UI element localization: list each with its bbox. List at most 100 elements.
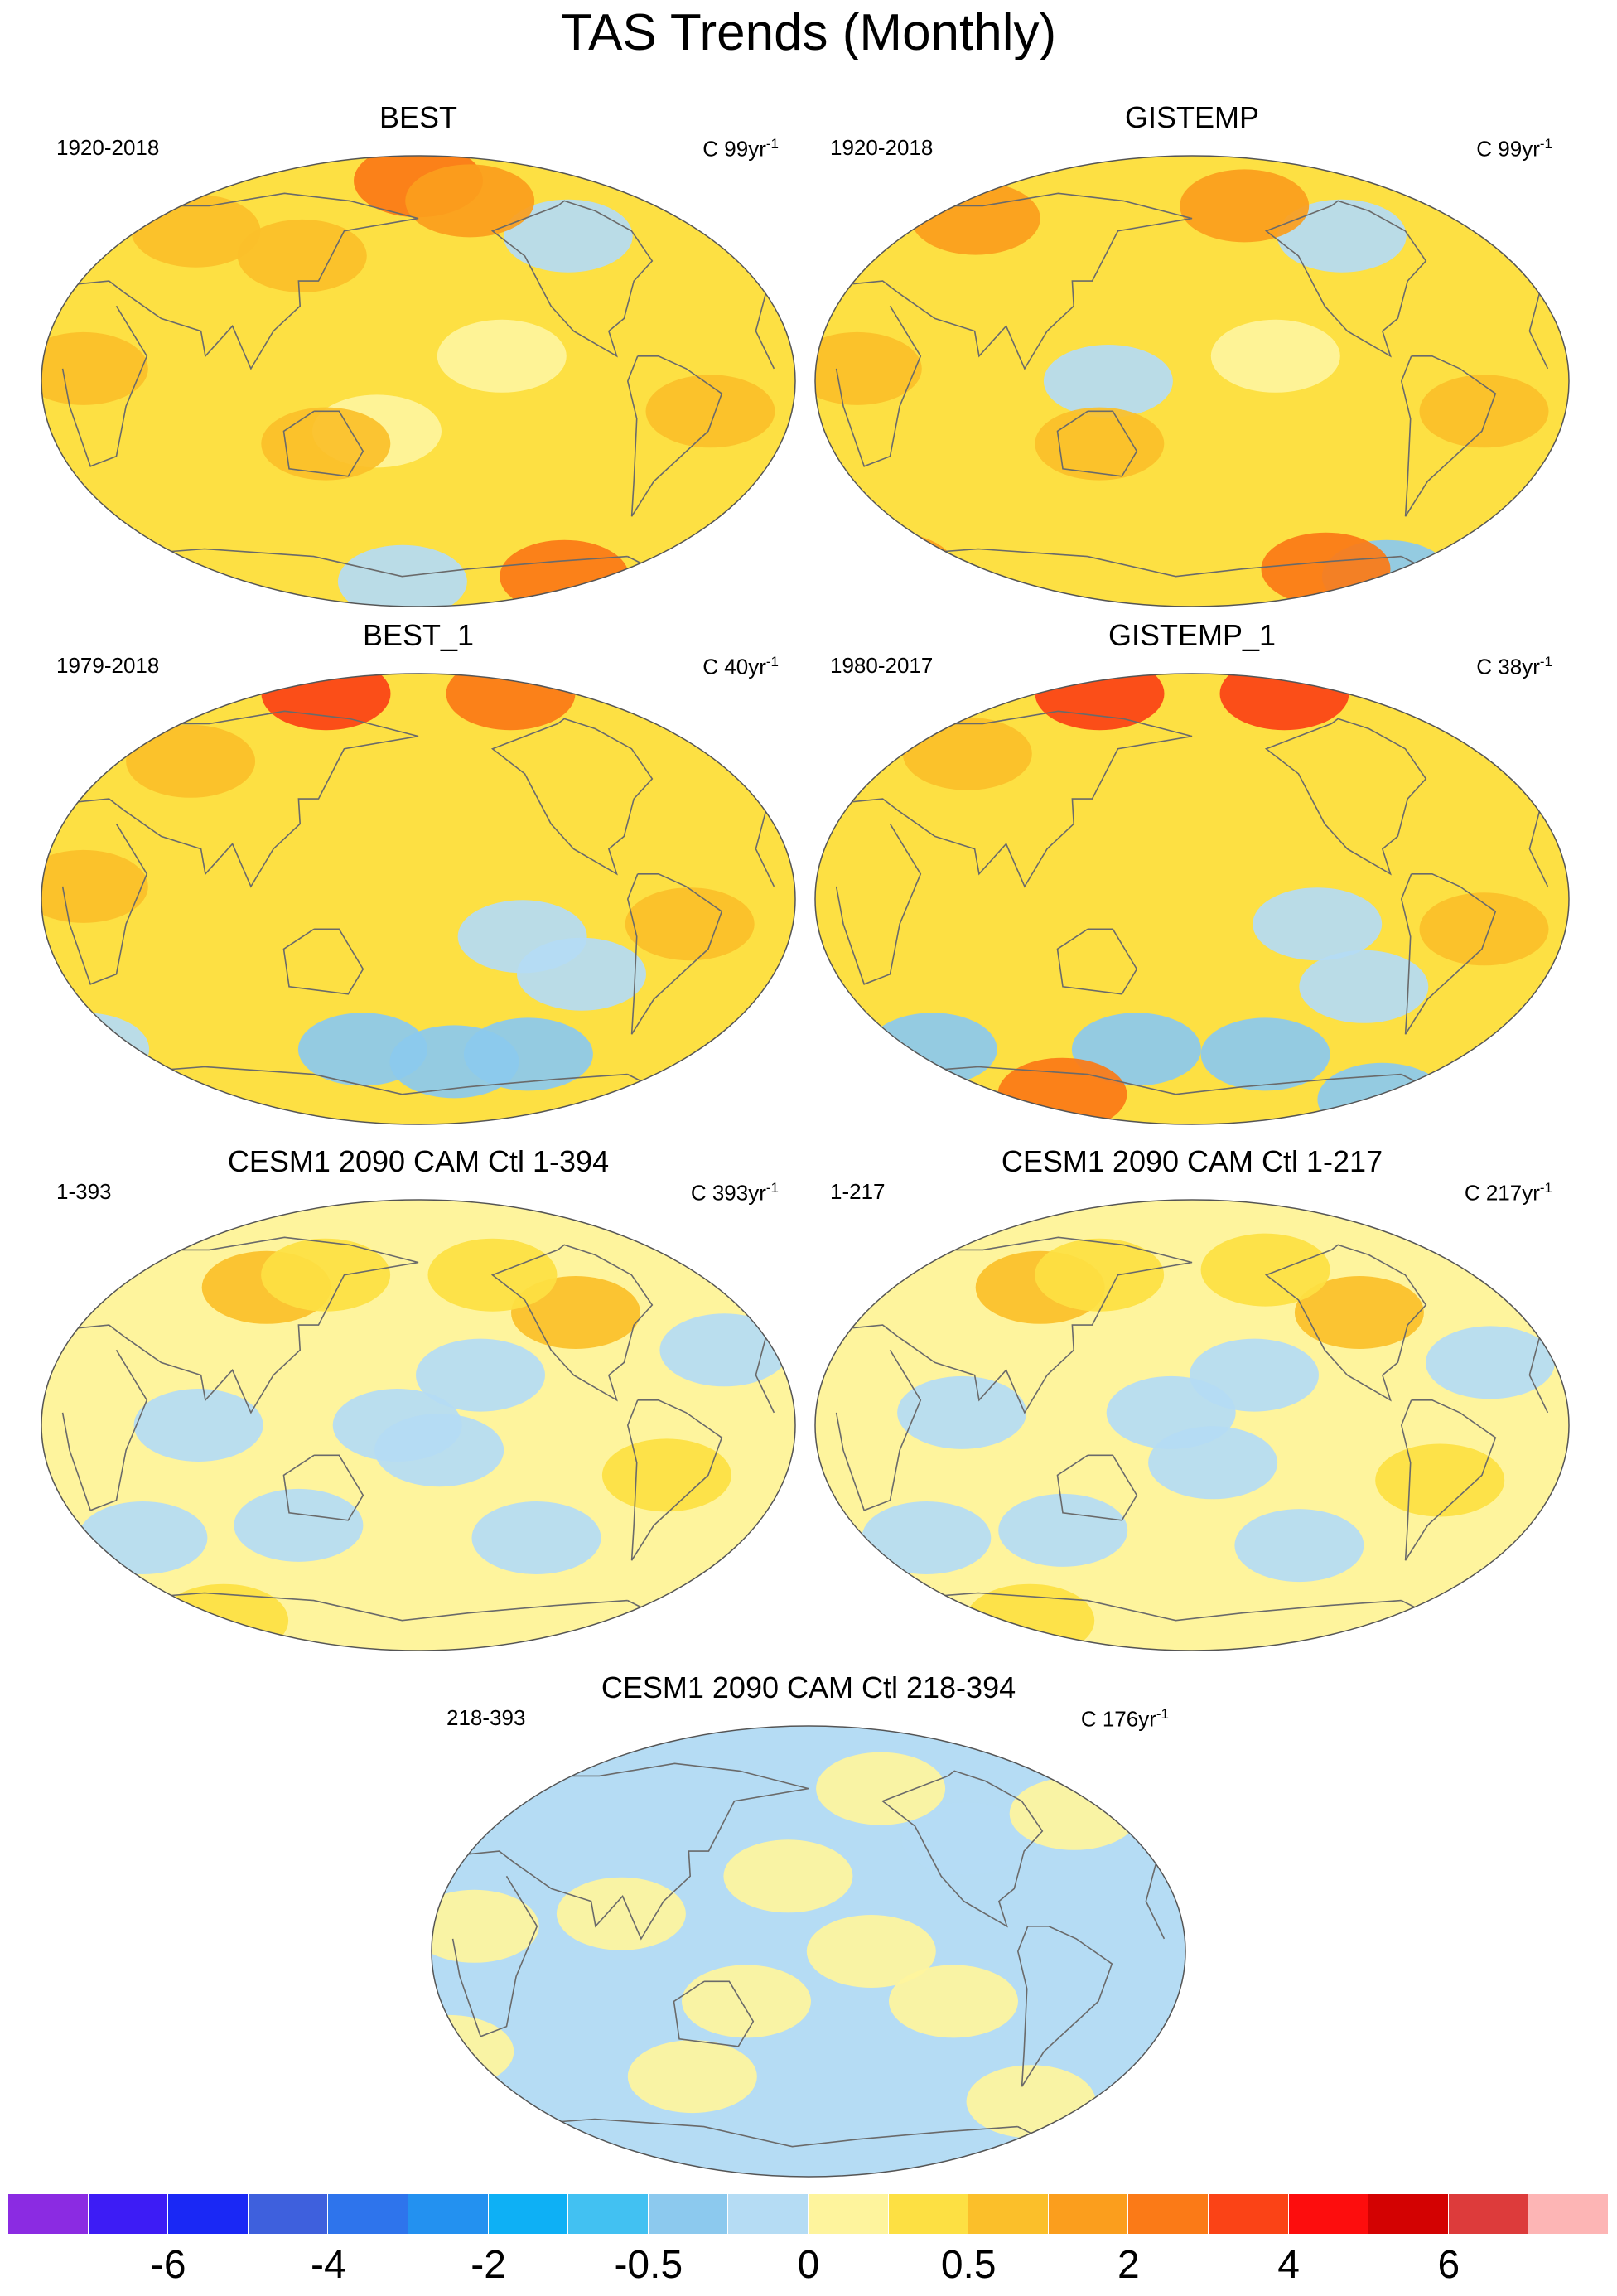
colorbar: -6 -4 -2 -0.5 0 0.5 2 4 6 <box>8 2194 1609 2296</box>
trend-map <box>431 1725 1186 2178</box>
colorbar-label: -0.5 <box>614 2243 683 2287</box>
trend-anomaly <box>261 1238 391 1312</box>
map-outline <box>814 1199 1570 1651</box>
colorbar-swatch <box>328 2194 408 2234</box>
coastline <box>835 292 1549 467</box>
coastline <box>835 1337 1549 1511</box>
trend-anomaly <box>645 375 775 448</box>
trend-anomaly <box>471 1501 601 1574</box>
panel-units: C 393yr-1 <box>690 1180 779 1206</box>
colorbar-swatch <box>8 2194 89 2234</box>
panel-period: 1980-2017 <box>830 653 934 678</box>
trend-anomaly <box>1009 1776 1139 1850</box>
panel-title: CESM1 2090 CAM Ctl 1-217 <box>1001 1144 1383 1178</box>
coastline <box>1264 718 1427 876</box>
colorbar-swatch <box>168 2194 249 2234</box>
trend-anomaly <box>234 1488 364 1562</box>
trend-anomaly <box>374 1414 504 1487</box>
coastline <box>1264 200 1427 358</box>
coastline <box>490 718 654 876</box>
colorbar-label: 0 <box>797 2243 820 2287</box>
trend-anomaly <box>1419 375 1549 448</box>
coastline <box>673 1980 755 2047</box>
coastline <box>1400 873 1497 1035</box>
trend-anomaly <box>897 1375 1027 1449</box>
trend-anomaly <box>997 1057 1127 1124</box>
map-outline <box>814 673 1570 1125</box>
trend-anomaly <box>126 724 256 798</box>
trend-anomaly <box>261 407 391 481</box>
panel-title: BEST_1 <box>362 618 475 652</box>
trend-anomaly <box>133 1389 263 1462</box>
trend-anomaly <box>1261 532 1391 606</box>
panel-period: 1-217 <box>830 1179 886 1204</box>
coastline <box>282 410 364 477</box>
trend-anomaly <box>1426 1326 1555 1399</box>
map-outline <box>41 155 796 607</box>
panel-title: BEST <box>379 100 458 134</box>
trend-anomaly <box>1419 892 1549 966</box>
trend-anomaly <box>432 1889 539 1963</box>
trend-anomaly <box>1035 1238 1165 1312</box>
trend-anomaly <box>815 331 922 405</box>
coastline <box>1016 1926 1113 2087</box>
trend-map <box>814 673 1570 1125</box>
panel-title: CESM1 2090 CAM Ctl 1-394 <box>227 1144 610 1178</box>
map-panel-best-1: BEST_1 1979-2018 C 40yr-1 <box>33 617 804 1131</box>
coastline <box>626 873 723 1035</box>
coastline <box>835 810 1549 985</box>
map-outline <box>41 1199 796 1651</box>
trend-anomaly <box>1294 1276 1424 1349</box>
colorbar-swatch <box>1528 2194 1609 2234</box>
trend-anomaly <box>998 1493 1128 1567</box>
colorbar-swatch <box>88 2194 169 2234</box>
colorbar-swatch <box>648 2194 729 2234</box>
panel-title: GISTEMP_1 <box>1108 618 1277 652</box>
colorbar-swatch <box>1368 2194 1449 2234</box>
trend-anomaly <box>337 544 467 607</box>
trend-anomaly <box>867 1013 997 1086</box>
figure-title: TAS Trends (Monthly) <box>560 4 1057 61</box>
trend-anomaly <box>723 1839 853 1913</box>
trend-anomaly <box>816 1752 946 1825</box>
colorbar-swatch <box>488 2194 569 2234</box>
colorbar-swatch <box>568 2194 649 2234</box>
trend-anomaly <box>1043 345 1173 418</box>
coastline <box>1264 1244 1427 1402</box>
coastline <box>490 1244 654 1402</box>
colorbar-swatch <box>1048 2194 1129 2234</box>
colorbar-label: -6 <box>150 2243 186 2287</box>
trend-anomaly <box>1375 1443 1505 1517</box>
trend-map <box>41 1199 796 1651</box>
map-panel-cesm1-218-394: CESM1 2090 CAM Ctl 218-394 218-393 C 176… <box>423 1670 1194 2183</box>
map-outline <box>41 673 796 1125</box>
coastline <box>1400 1399 1497 1561</box>
coastline <box>61 810 775 985</box>
map-outline <box>814 155 1570 607</box>
colorbar-swatch <box>1288 2194 1369 2234</box>
trend-anomaly <box>389 1025 519 1099</box>
coastline <box>61 1337 775 1511</box>
map-outline <box>431 1725 1186 2178</box>
trend-anomaly <box>625 887 755 961</box>
coastline <box>1056 928 1138 995</box>
colorbar-swatch <box>1448 2194 1529 2234</box>
colorbar-label: -4 <box>311 2243 346 2287</box>
coastline <box>282 928 364 995</box>
trend-anomaly <box>556 1877 686 1950</box>
trend-anomaly <box>1210 319 1340 393</box>
map-panel-best: BEST 1920-2018 C 99yr-1 <box>33 99 804 613</box>
coastline <box>1056 410 1138 477</box>
coastline <box>1056 1454 1138 1521</box>
coastline <box>282 1454 364 1521</box>
trend-anomaly <box>1299 950 1429 1023</box>
panel-units: C 38yr-1 <box>1476 654 1552 679</box>
colorbar-swatch <box>888 2194 969 2234</box>
coastline <box>626 355 723 517</box>
map-panel-cesm1-1-394: CESM1 2090 CAM Ctl 1-394 1-393 C 393yr-1 <box>33 1143 804 1657</box>
map-panel-gistemp-1: GISTEMP_1 1980-2017 C 38yr-1 <box>807 617 1577 1131</box>
trend-anomaly <box>627 2040 757 2114</box>
coastline <box>626 1399 723 1561</box>
trend-anomaly <box>1277 199 1407 273</box>
trend-anomaly <box>405 164 535 238</box>
